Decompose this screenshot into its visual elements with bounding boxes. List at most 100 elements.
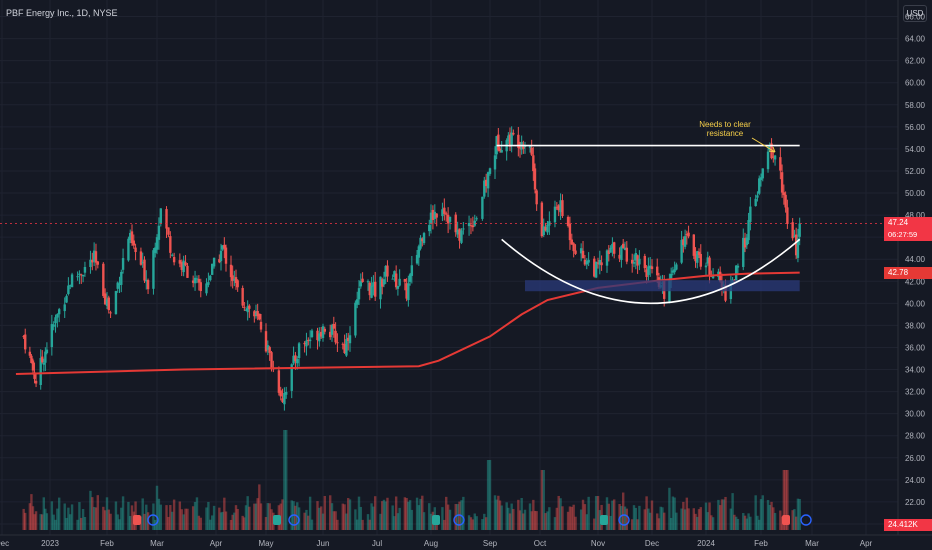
- candle-body: [308, 339, 312, 342]
- candle-body: [316, 330, 319, 341]
- candle-body: [334, 330, 337, 343]
- currency-button[interactable]: USD: [903, 5, 927, 22]
- volume-bar: [696, 516, 699, 530]
- candle-body: [699, 253, 702, 267]
- volume-bar: [159, 504, 163, 530]
- volume-bar: [393, 516, 396, 530]
- volume-bar: [408, 500, 412, 530]
- price-tick-label: 54.00: [905, 145, 926, 154]
- volume-bar: [782, 470, 786, 530]
- candle-body: [277, 370, 281, 393]
- candle-body: [379, 276, 382, 300]
- candle-body: [533, 168, 537, 190]
- volume-bar: [357, 496, 361, 530]
- candle-body: [182, 260, 185, 273]
- volume-bar: [396, 513, 400, 530]
- candle-body: [469, 225, 473, 227]
- candle-body: [305, 340, 308, 347]
- candle-body: [290, 364, 293, 391]
- volume-bar: [756, 515, 759, 530]
- candle-body: [50, 324, 54, 348]
- volume-bar: [566, 511, 570, 530]
- volume-bar: [343, 504, 346, 530]
- candle-body: [63, 304, 66, 312]
- candle-body: [207, 282, 210, 285]
- candle-body: [318, 333, 321, 342]
- candle-body: [512, 132, 515, 135]
- candle-body: [530, 147, 533, 155]
- volume-bar: [155, 485, 159, 530]
- candle-body: [193, 277, 197, 284]
- volume-bar: [572, 504, 575, 530]
- candle-body: [171, 254, 174, 256]
- volume-bar: [178, 501, 182, 530]
- volume-bar: [41, 514, 44, 530]
- candle-body: [497, 134, 500, 151]
- candle-body: [791, 222, 794, 239]
- candle-body: [421, 238, 424, 242]
- volume-bar: [493, 495, 497, 530]
- moving-average-label: 42.78: [884, 266, 932, 279]
- price-tick-label: 56.00: [905, 123, 926, 132]
- candle-body: [172, 256, 176, 263]
- candle-body: [570, 239, 574, 245]
- volume-bar: [692, 508, 696, 530]
- candle-body: [772, 156, 775, 158]
- volume-bar: [308, 496, 312, 530]
- price-tick-label: 22.00: [905, 498, 926, 507]
- volume-bar: [254, 503, 258, 530]
- candle-body: [456, 229, 459, 235]
- volume-bar: [555, 507, 559, 530]
- price-tick-label: 30.00: [905, 410, 926, 419]
- volume-bar: [731, 493, 734, 530]
- volume-bar: [212, 505, 216, 530]
- candle-body: [460, 230, 463, 243]
- candle-body: [268, 347, 271, 353]
- volume-bar: [530, 511, 533, 530]
- candle-body: [471, 225, 475, 228]
- candle-body: [572, 243, 575, 252]
- candle-body: [557, 205, 560, 211]
- volume-bar: [118, 519, 121, 530]
- candle-body: [366, 281, 370, 283]
- volume-bar: [517, 499, 520, 530]
- volume-bar: [405, 497, 408, 530]
- candle-body: [195, 278, 199, 280]
- earnings-marker: [782, 515, 790, 525]
- volume-bar: [761, 495, 764, 530]
- volume-bar: [386, 497, 389, 530]
- candle-body: [28, 351, 32, 356]
- volume-bar: [500, 505, 503, 530]
- candle-body: [266, 345, 270, 350]
- candle-body: [330, 324, 334, 335]
- candle-body: [770, 143, 773, 159]
- candle-body: [498, 148, 502, 152]
- volume-bar: [546, 511, 549, 530]
- candle-body: [443, 207, 446, 214]
- volume-bar: [535, 511, 538, 530]
- volume-bar: [467, 515, 471, 530]
- candle-body: [256, 310, 259, 317]
- volume-bar: [310, 519, 314, 530]
- volume-bar: [495, 499, 498, 530]
- volume-bar: [246, 496, 249, 530]
- volume-bar: [706, 512, 709, 530]
- candle-body: [593, 258, 596, 277]
- volume-bar: [505, 502, 508, 530]
- candle-body: [210, 263, 214, 275]
- candle-body: [281, 398, 284, 403]
- candle-body: [259, 321, 263, 330]
- volume-bar: [243, 517, 246, 530]
- candle-body: [381, 279, 384, 287]
- volume-bar: [419, 498, 422, 530]
- candle-body: [92, 250, 96, 262]
- candle-body: [673, 269, 676, 273]
- volume-bar: [647, 508, 650, 530]
- price-tick-label: 28.00: [905, 432, 926, 441]
- candle-body: [243, 306, 246, 308]
- candle-body: [41, 356, 44, 363]
- volume-bar: [680, 508, 683, 530]
- volume-bar: [31, 506, 35, 530]
- volume-bar: [609, 515, 612, 530]
